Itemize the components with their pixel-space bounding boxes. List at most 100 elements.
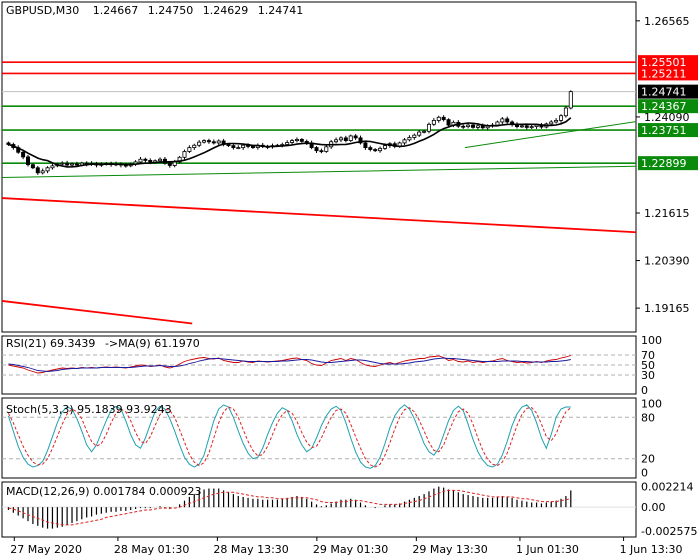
candle-body — [373, 149, 378, 152]
candle-body — [50, 165, 55, 169]
candle-body — [426, 123, 431, 132]
stoch-tick-label: 0 — [641, 466, 648, 479]
candle-body — [368, 147, 373, 150]
rsi-tick-label: 50 — [641, 359, 655, 372]
candle-body — [519, 125, 524, 128]
candle-body — [192, 144, 197, 148]
open-value: 1.24667 — [93, 4, 139, 17]
candle-body — [65, 162, 70, 166]
price-tick-label: 1.24090 — [644, 111, 690, 124]
candle-body — [290, 140, 295, 143]
macd-axis: 0.002214 0.00 -0.002575 — [641, 481, 697, 539]
candle-body — [30, 164, 35, 169]
candle-body — [554, 120, 559, 123]
macd-label: MACD(12,26,9) 0.001784 0.000923 — [6, 485, 202, 498]
support-level-tag — [638, 123, 698, 138]
stoch-tick-label: 100 — [641, 398, 662, 411]
candle-body — [338, 137, 343, 141]
candle-body — [495, 121, 500, 126]
price-tick-label: 1.19165 — [644, 302, 690, 315]
candle-body — [353, 135, 358, 139]
candle-body — [378, 147, 383, 152]
candle-body — [549, 121, 554, 125]
moving-average-line — [8, 117, 572, 168]
candle-body — [26, 156, 31, 166]
price-tick-label: 1.21615 — [644, 207, 690, 220]
panel-frames — [1, 1, 637, 538]
candle-body — [470, 124, 475, 128]
candle-body — [299, 139, 304, 142]
candle-body — [461, 125, 466, 128]
candle-body — [324, 146, 329, 152]
candle-body — [206, 140, 211, 143]
resistance-level-tag — [638, 66, 698, 81]
resistance-level-tag — [638, 55, 698, 70]
candle-body — [441, 116, 446, 121]
stoch-panel-frame — [1, 397, 637, 479]
resistance-level-label: 1.25211 — [641, 67, 687, 80]
candle-body — [334, 139, 339, 143]
candle-body — [412, 134, 417, 138]
candle-body — [500, 118, 505, 123]
main-panel-frame — [1, 1, 637, 333]
candle-body — [358, 137, 363, 144]
symbol-label: GBPUSD,M30 — [6, 4, 79, 17]
candle-body — [348, 135, 353, 142]
candle-body — [250, 146, 255, 148]
candle-body — [187, 147, 192, 152]
candle-body — [148, 159, 153, 163]
candle-body — [343, 137, 348, 142]
rsi-line — [8, 355, 571, 374]
high-value: 1.24750 — [148, 4, 194, 17]
trendline — [1, 300, 193, 325]
time-tick-label: 1 Jun 13:30 — [620, 543, 683, 556]
candle-body — [231, 145, 236, 148]
candle-body — [60, 162, 65, 165]
rsi-header: RSI(21) 69.3439 ->MA(9) 61.1970 — [6, 337, 200, 350]
candle-body — [480, 125, 485, 129]
time-tick-label: 29 May 01:30 — [313, 543, 388, 556]
candle-body — [529, 126, 534, 129]
price-tick-label: 1.26565 — [644, 15, 690, 28]
candle-body — [70, 163, 75, 166]
candle-body — [158, 158, 163, 162]
candle-body — [285, 142, 290, 145]
support-level-label: 1.22899 — [641, 157, 687, 170]
rsi-tick-label: 70 — [641, 349, 655, 362]
support-level-label: 1.23751 — [641, 124, 687, 137]
candle-body — [74, 163, 79, 166]
candle-body — [138, 158, 143, 163]
candle-body — [216, 140, 221, 144]
time-tick-label: 1 Jun 01:30 — [516, 543, 579, 556]
stoch-signal-line — [7, 406, 572, 468]
symbol-header: GBPUSD,M30 1.24667 1.24750 1.24629 1.247… — [6, 4, 303, 17]
candle-body — [422, 130, 427, 133]
candle-body — [294, 139, 299, 141]
macd-tick-label: 0.002214 — [641, 481, 694, 494]
candle-body — [475, 125, 480, 128]
candle-body — [505, 118, 510, 123]
candle-body — [35, 167, 40, 174]
trendline — [1, 197, 637, 234]
macd-tick-label: 0.00 — [641, 501, 666, 514]
candle-body — [431, 120, 436, 125]
candle-body — [21, 151, 26, 158]
trendline — [464, 121, 637, 149]
candle-body — [568, 91, 573, 109]
current-price-label: 1.24741 — [641, 86, 687, 99]
rsi-ma-line — [8, 357, 571, 372]
current-price-tag — [638, 84, 698, 99]
candle-body — [363, 142, 368, 148]
macd-panel-frame — [1, 481, 637, 538]
stoch-levels — [2, 416, 636, 460]
candle-body — [182, 151, 187, 158]
close-value: 1.24741 — [258, 4, 304, 17]
candle-body — [407, 137, 412, 141]
time-tick-label: 28 May 01:30 — [114, 543, 189, 556]
candle-body — [236, 147, 241, 149]
rsi-label: RSI(21) 69.3439 — [6, 337, 95, 350]
